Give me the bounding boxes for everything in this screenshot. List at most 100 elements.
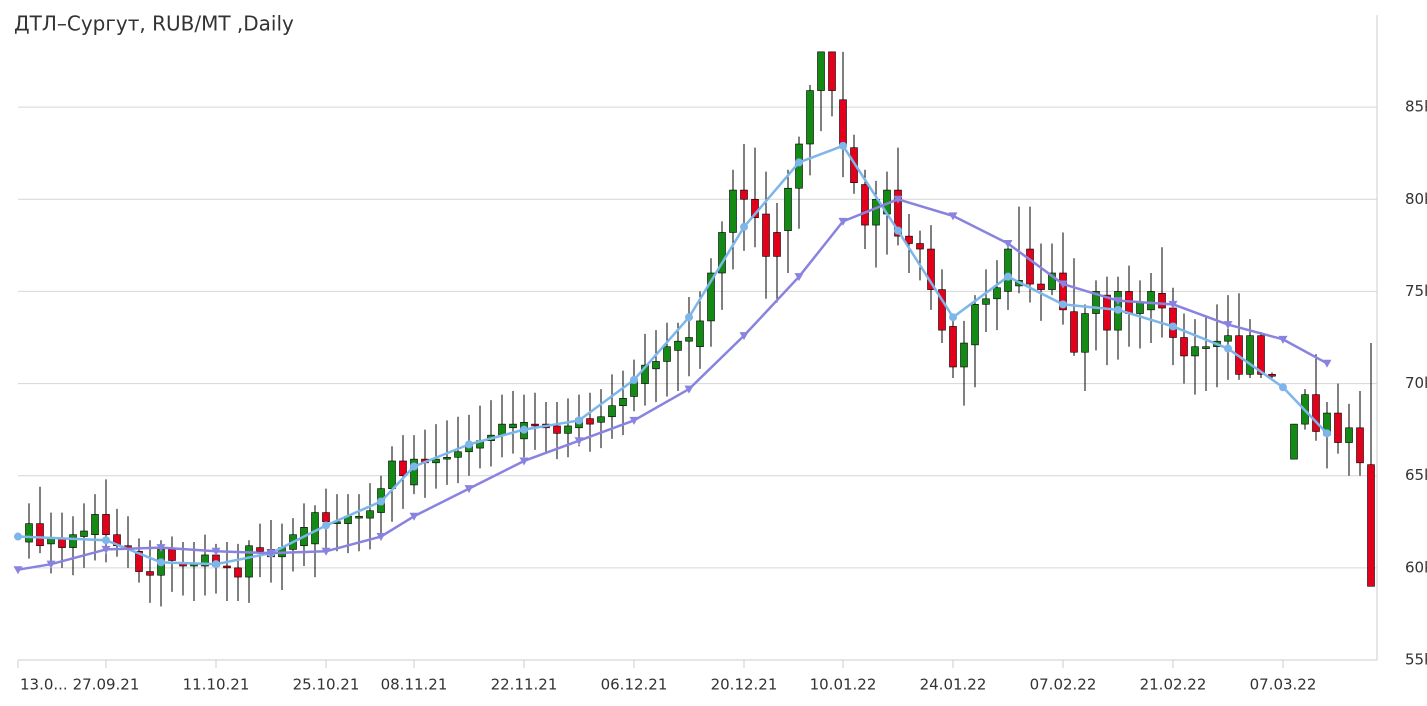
ma-segment (468, 459, 525, 490)
ma-segment (1282, 338, 1328, 365)
ma-segment (17, 535, 107, 542)
ma-marker (519, 457, 529, 466)
ma-marker (948, 212, 958, 221)
candle-body (509, 423, 517, 429)
candle-body (1202, 346, 1210, 349)
ma-segment (1007, 242, 1064, 286)
ma-marker (795, 158, 803, 167)
candle-body (36, 523, 44, 547)
ma-marker (893, 195, 903, 204)
ma-marker (1058, 280, 1068, 289)
ma-segment (1227, 347, 1284, 389)
ma-segment (798, 144, 844, 164)
ma-segment (1007, 275, 1064, 306)
candle-body (201, 554, 209, 567)
candle-body (1081, 313, 1089, 353)
candle-body (597, 416, 605, 423)
y-tick-label: 80k (1405, 190, 1427, 208)
ma-segment (468, 428, 525, 446)
candle-body (1048, 272, 1056, 290)
ma-marker (376, 533, 386, 542)
candle-body (1158, 292, 1166, 309)
candle-body (322, 512, 330, 523)
x-tick-label: 10.01.22 (810, 676, 877, 694)
ma-marker (157, 558, 165, 567)
candle-body (1004, 248, 1012, 292)
ma-marker (464, 485, 474, 494)
x-tick-label: 13.0... (20, 676, 68, 694)
candle-body (674, 340, 682, 351)
ma-segment (952, 275, 1009, 319)
x-tick-label: 25.10.21 (293, 676, 360, 694)
candle-body (454, 451, 462, 458)
candle-body (1070, 311, 1078, 353)
candle-body (58, 538, 66, 548)
ma-segment (1117, 308, 1174, 328)
x-tick-label: 07.03.22 (1250, 676, 1317, 694)
ma-marker (1113, 297, 1123, 306)
ma-marker (838, 217, 848, 226)
candle-body (641, 364, 649, 384)
ma-marker (1114, 305, 1122, 314)
ma-segment (633, 316, 690, 381)
ma-segment (798, 220, 844, 278)
ma-segment (1062, 282, 1119, 302)
ma-segment (215, 550, 272, 555)
ma-marker (1224, 344, 1232, 353)
ma-segment (688, 334, 745, 390)
ma-segment (897, 198, 954, 218)
candle-body (234, 567, 242, 578)
candle-body (927, 248, 935, 290)
candle-body (1026, 248, 1034, 285)
candle-body (498, 423, 506, 436)
x-tick-label: 22.11.21 (491, 676, 558, 694)
x-tick-label: 08.11.21 (381, 676, 448, 694)
ma-segment (270, 550, 327, 555)
ma-marker (684, 385, 694, 394)
x-tick-label: 24.01.22 (920, 676, 987, 694)
ma-segment (380, 465, 415, 503)
candle-body (1356, 427, 1364, 464)
ma-marker (685, 313, 693, 322)
candle-body (839, 99, 847, 147)
candle-body (718, 232, 726, 274)
candle-body (388, 460, 396, 489)
candle-body (773, 232, 781, 257)
candle-body (850, 147, 858, 184)
ma-marker (1003, 240, 1013, 249)
ma-marker (1323, 429, 1331, 438)
ma-marker (630, 375, 638, 384)
ma-marker (212, 560, 220, 569)
ma-marker (1322, 359, 1332, 368)
candle-body (443, 456, 451, 460)
candle-body (806, 90, 814, 145)
candle-body (1224, 335, 1232, 342)
candle-body (586, 418, 594, 425)
candle-body (135, 550, 143, 572)
x-tick-label: 06.12.21 (601, 676, 668, 694)
ma-marker (574, 437, 584, 446)
ma-marker (13, 566, 23, 575)
ma-segment (896, 229, 955, 318)
candle-body (784, 187, 792, 231)
candle-body (828, 51, 836, 91)
candle-body (740, 189, 748, 200)
ma-marker (1278, 335, 1288, 344)
candle-body (1191, 346, 1199, 357)
ma-segment (105, 539, 162, 564)
ma-marker (465, 440, 473, 449)
ma-marker (1059, 300, 1067, 309)
candle-body (960, 342, 968, 368)
ma-segment (1062, 303, 1119, 312)
x-tick-label: 07.02.22 (1030, 676, 1097, 694)
candle-body (1290, 423, 1298, 460)
ma-segment (523, 419, 580, 431)
ma-marker (409, 512, 419, 521)
ma-segment (743, 161, 800, 228)
candle-body (817, 51, 825, 91)
candle-body (102, 514, 110, 535)
y-tick-label: 60k (1405, 558, 1427, 576)
ma-marker (575, 416, 583, 425)
candle-body (916, 243, 924, 250)
